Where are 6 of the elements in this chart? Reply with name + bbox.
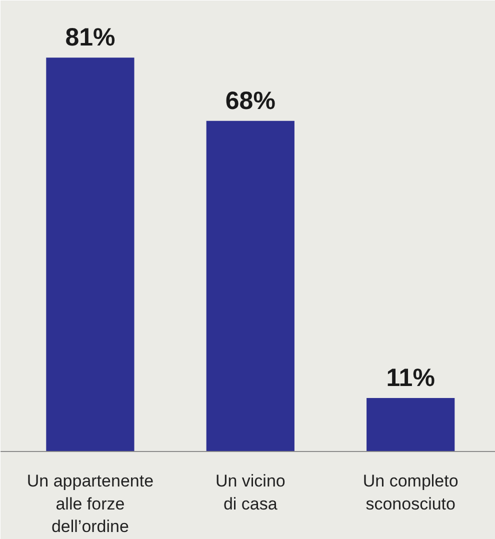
x-tick-label: Un appartenente alle forze dell’ordine [26,472,154,536]
data-label: 11% [386,364,435,392]
x-tick-label: Un vicino di casa [215,472,286,514]
x-tick-label: Un completo sconosciuto [362,472,458,514]
data-label: 68% [225,86,276,115]
data-label: 81% [65,24,116,52]
